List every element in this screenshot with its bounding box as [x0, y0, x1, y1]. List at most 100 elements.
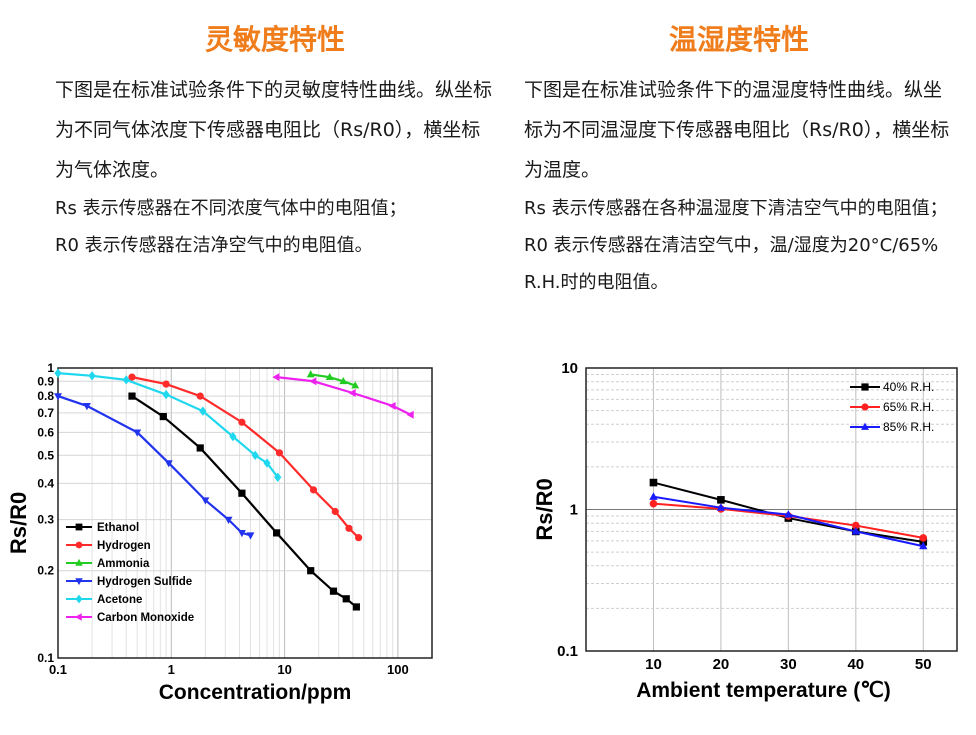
legend-label: Ethanol [97, 522, 139, 534]
x-tick-label: 1 [168, 662, 175, 677]
series-line-ammonia [310, 373, 356, 387]
data-point-hydrogen [355, 534, 363, 542]
data-point-ethanol [159, 412, 167, 421]
data-point-ethanol [352, 603, 360, 611]
legend-label: Hydrogen [97, 540, 151, 552]
y-axis-label: Rs/R0 [6, 492, 31, 554]
legend-marker [75, 558, 83, 566]
y-tick-label: 0.6 [37, 425, 54, 439]
legend-marker [75, 541, 83, 549]
data-point-acetone [199, 406, 207, 416]
series-ethanol [128, 392, 360, 611]
sensitivity-title: 灵敏度特性 [204, 23, 345, 56]
y-tick-label: 0.4 [37, 476, 54, 490]
data-point-hydrogen [345, 524, 353, 532]
series-carbon-monoxide [272, 373, 414, 419]
series-hydrogen-sulfide [54, 393, 255, 540]
temperature-humidity-chart: 0.1 1 10 10 20 30 40 50 Ambient temperature (℃) R… [532, 360, 958, 702]
sensitivity-note-rs: Rs 表示传感器在不同浓度气体中的电阻值； [55, 198, 407, 219]
plot-area [58, 368, 432, 658]
data-point-65-r-h [852, 521, 860, 530]
legend-item-ammonia: Ammonia [66, 558, 150, 570]
temp-humidity-title: 温湿度特性 [668, 23, 809, 56]
x-tick-label: 50 [915, 656, 932, 673]
legend-item-ethanol: Ethanol [66, 522, 139, 534]
legend-item-hydrogen: Hydrogen [66, 540, 151, 552]
y-tick-label: 1 [570, 502, 578, 519]
sensitivity-chart: 0.10.20.30.40.50.60.70.80.910.1 1 10 100Con… [6, 361, 433, 704]
data-point-carbon-monoxide [388, 401, 396, 410]
legend-item-hydrogen-sulfide: Hydrogen Sulfide [66, 576, 192, 588]
x-tick-label: 30 [780, 656, 797, 673]
data-point-hydrogen-sulfide [224, 516, 233, 524]
legend-label: Carbon Monoxide [97, 612, 194, 624]
legend-item-85-r-h: 85% R.H. [850, 420, 934, 434]
data-point-65-r-h [919, 534, 928, 542]
legend-label: Ammonia [97, 558, 150, 570]
sensitivity-note-r0: R0 表示传感器在洁净空气中的电阻值。 [55, 235, 373, 256]
data-point-hydrogen-sulfide [164, 460, 173, 468]
data-point-carbon-monoxide [406, 410, 414, 419]
y-tick-label: 10 [561, 360, 578, 377]
data-point-acetone [54, 368, 62, 378]
temp-humidity-section: 温湿度特性 下图是在标准试验条件下的温湿度特性曲线。纵坐标为不同温湿度下传感器电… [524, 0, 954, 301]
legend-label: Acetone [97, 594, 142, 606]
y-tick-label: 0.1 [557, 643, 578, 660]
data-point-acetone [263, 458, 271, 468]
y-tick-label: 1 [47, 361, 54, 375]
data-point-ethanol [238, 489, 246, 497]
data-point-85-r-h [649, 492, 658, 500]
data-point-65-r-h [649, 499, 658, 508]
legend-item-acetone: Acetone [66, 594, 142, 606]
plot-frame [585, 367, 958, 652]
data-point-ethanol [196, 444, 204, 452]
data-point-ethanol [128, 392, 136, 400]
data-point-ethanol [342, 595, 350, 603]
data-point-85-r-h [784, 510, 793, 518]
data-point-85-r-h [851, 526, 860, 535]
data-point-85-r-h [716, 503, 726, 511]
grid [586, 368, 957, 652]
y-tick-label: 0.9 [37, 374, 54, 388]
y-axis-label: Rs/R0 [532, 478, 557, 540]
legend-marker [74, 613, 82, 621]
y-tick-label: 0.5 [37, 448, 54, 462]
legend-item-carbon-monoxide: Carbon Monoxide [66, 612, 194, 624]
data-point-ethanol [307, 567, 315, 575]
data-point-40-r-h [649, 478, 658, 487]
sensitivity-description: 下图是在标准试验条件下的灵敏度特性曲线。纵坐标为不同气体浓度下传感器电阻比（Rs… [55, 79, 493, 181]
legend-label: 85% R.H. [883, 420, 934, 434]
data-point-hydrogen [196, 392, 204, 400]
x-tick-label: 10 [277, 662, 291, 677]
data-point-40-r-h [717, 496, 725, 504]
data-point-hydrogen-sulfide [82, 403, 91, 411]
data-point-hydrogen-sulfide [246, 532, 255, 540]
data-point-ammonia [351, 381, 360, 389]
data-point-hydrogen [162, 380, 170, 388]
data-point-ammonia [306, 370, 315, 378]
data-point-carbon-monoxide [348, 389, 356, 397]
legend-item-40-r-h: 40% R.H. [850, 380, 934, 394]
series-85-r-h [649, 492, 928, 550]
data-point-ethanol [329, 587, 338, 595]
data-point-hydrogen-sulfide [54, 393, 62, 401]
data-point-hydrogen [331, 507, 339, 516]
y-tick-label: 0.1 [37, 651, 54, 665]
y-tick-label: 0.7 [37, 406, 54, 420]
data-point-85-r-h [919, 541, 928, 550]
data-point-hydrogen [275, 449, 284, 457]
legend-marker [861, 383, 869, 391]
data-point-ethanol [272, 529, 281, 537]
series-ammonia [306, 370, 360, 389]
legend-marker [861, 422, 869, 430]
plot-frame [57, 367, 433, 659]
x-tick-label: 0.1 [49, 662, 67, 677]
data-point-hydrogen-sulfide [133, 429, 142, 437]
x-tick-label: 10 [645, 656, 662, 673]
data-point-hydrogen-sulfide [237, 530, 246, 538]
data-point-acetone [274, 472, 282, 482]
x-tick-label: 20 [713, 656, 730, 673]
legend-label: 40% R.H. [883, 380, 934, 394]
data-point-acetone [122, 375, 130, 385]
x-tick-label: 100 [387, 662, 409, 677]
